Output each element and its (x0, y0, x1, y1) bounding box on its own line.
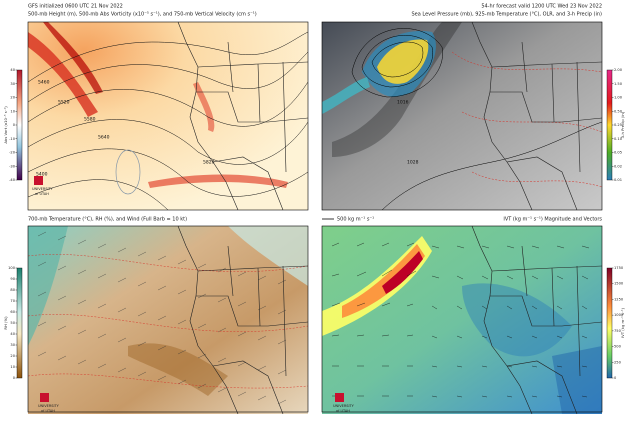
colorbar-tick-label: 0.50 (614, 109, 623, 113)
logo-text: UNIVERSITY (32, 187, 54, 191)
colorbar-tick-label: 100 (8, 266, 16, 270)
panel-title: 700-mb Temperature (°C), RH (%), and Win… (28, 217, 187, 223)
reference-vector-label: 500 kg m⁻¹ s⁻¹ (337, 217, 374, 223)
colorbar-tick-label: 750 (614, 329, 622, 333)
colorbar-tick-label: 10 (10, 109, 15, 113)
colorbar-tick-label: -40 (9, 178, 16, 182)
panel-title: 500-mb Height (m), 500-mb Abs Vorticity … (28, 12, 257, 18)
colorbar-tick-label: 80 (10, 288, 15, 292)
logo-text: UNIVERSITY (38, 404, 60, 408)
colorbar (16, 267, 23, 379)
contour-label: 5580 (84, 117, 96, 123)
colorbar-tick-label: 70 (10, 299, 15, 303)
colorbar-tick-label: 0 (614, 376, 617, 380)
logo-text: of UTAH (41, 409, 55, 413)
contour-label: 5520 (58, 100, 70, 106)
colorbar-tick-label: 250 (614, 360, 622, 364)
colorbar-tick-label: 10 (10, 365, 15, 369)
colorbar-tick-label: 40 (10, 332, 15, 336)
colorbar-tick-label: 20 (10, 96, 15, 100)
colorbar-tick-label: 0.02 (614, 164, 622, 168)
logo-text: UNIVERSITY (333, 404, 355, 408)
logo: UNIVERSITY of UTAH UNIVERSITY of UTAH UN… (32, 176, 355, 413)
colorbar-tick-label: 20 (10, 354, 15, 358)
map-panel: 5460 5520 5580 5640 5820 5400 (27, 21, 309, 211)
colorbar-label: RH (%) (3, 316, 8, 330)
colorbar-label: 3-h Precip (in) (620, 111, 625, 138)
colorbar-tick-label: 90 (10, 277, 15, 281)
contour-label: 1016 (397, 100, 409, 106)
colorbar-tick-label: -10 (9, 137, 16, 141)
contour-label: 1028 (407, 160, 419, 166)
colorbar-tick-label: 0 (13, 123, 16, 127)
header-left: GFS initialized 0600 UTC 21 Nov 2022 (28, 4, 123, 10)
contour-label: 5820 (203, 160, 215, 166)
map-panel (321, 225, 603, 414)
colorbar-tick-label: 0.10 (614, 137, 623, 141)
contour-label: 5640 (98, 135, 110, 141)
colorbar-tick-label: 1.50 (614, 82, 623, 86)
colorbar-tick-label: 1750 (614, 266, 624, 270)
colorbar-tick-label: -20 (9, 151, 16, 155)
colorbar-tick-label: 1250 (614, 297, 624, 301)
colorbar-tick-label: 30 (10, 82, 15, 86)
contour-label: 5460 (38, 80, 50, 86)
map-panel (27, 225, 309, 414)
colorbar-tick-label: 0.01 (614, 178, 622, 182)
panel-title: IVT (kg m⁻¹ s⁻¹) Magnitude and Vectors (503, 217, 602, 223)
colorbar-tick-label: 60 (10, 310, 15, 314)
colorbar-tick-label: 50 (10, 321, 15, 325)
colorbar-tick-label: 0.05 (614, 151, 622, 155)
colorbar-tick-label: -30 (9, 164, 16, 168)
map-panel: 1016 1028 (321, 21, 603, 211)
colorbar-tick-label: 1.00 (614, 96, 623, 100)
colorbar-label: IVT (kg m⁻¹ s⁻¹) (620, 308, 625, 338)
contour-label: 5400 (36, 172, 48, 178)
colorbar-tick-label: 0 (13, 376, 16, 380)
colorbar-tick-label: 40 (10, 68, 15, 72)
colorbar (16, 69, 23, 181)
colorbar-tick-label: 500 (614, 345, 622, 349)
logo-text: of UTAH (336, 409, 350, 413)
colorbar-tick-label: 2.00 (614, 68, 623, 72)
colorbar-tick-label: 30 (10, 343, 15, 347)
colorbar-tick-label: 1000 (614, 313, 624, 317)
header-right: 54-hr forecast valid 1200 UTC Wed 23 Nov… (481, 4, 602, 10)
logo-text: of UTAH (35, 192, 49, 196)
colorbar (606, 69, 613, 181)
colorbar (606, 267, 613, 379)
colorbar-tick-label: 1500 (614, 282, 624, 286)
colorbar-label: Abs Vort (x10⁻⁵ s⁻¹) (3, 106, 8, 144)
colorbar-tick-label: 0.25 (614, 123, 622, 127)
panel-title: Sea Level Pressure (mb), 925-mb Temperat… (412, 12, 603, 18)
